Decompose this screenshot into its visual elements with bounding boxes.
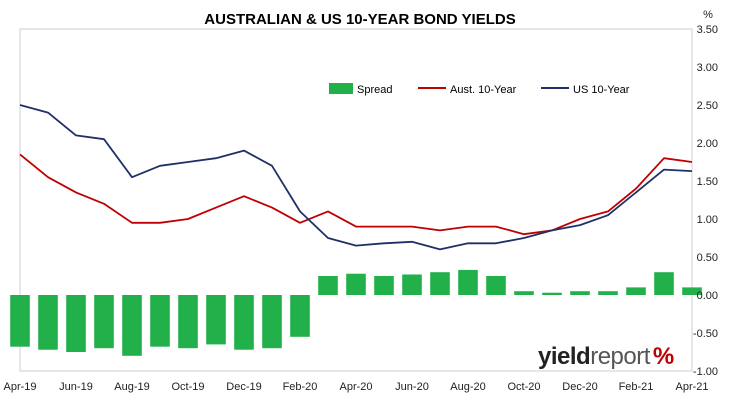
x-tick-label: Apr-21 xyxy=(675,381,708,393)
spread-bar xyxy=(66,295,86,352)
y-tick-label: 1.50 xyxy=(697,176,718,188)
spread-bars xyxy=(10,269,702,356)
spread-bar xyxy=(290,295,310,337)
line-us-10-year xyxy=(19,104,693,251)
spread-bar xyxy=(598,291,618,295)
plot-area-frame xyxy=(19,28,693,372)
y-tick-label: 2.50 xyxy=(697,100,718,112)
line-aust-10-year xyxy=(19,153,693,236)
y-axis-unit-label: % xyxy=(703,9,713,21)
spread-bar xyxy=(626,287,646,295)
y-tick-label: 1.00 xyxy=(697,214,718,226)
x-tick-label: Aug-19 xyxy=(114,381,149,393)
y-axis: 3.50 3.00 2.50 2.00 1.50 1.00 0.50 0.00 -0.50 -1.… xyxy=(693,24,718,378)
x-tick-label: Dec-20 xyxy=(562,381,597,393)
x-tick-label: Oct-20 xyxy=(507,381,540,393)
x-tick-label: Feb-20 xyxy=(283,381,318,393)
y-tick-label: -1.00 xyxy=(693,366,718,378)
chart-title: AUSTRALIAN & US 10-YEAR BOND YIELDS xyxy=(204,11,515,28)
y-tick-label: 3.50 xyxy=(697,24,718,36)
yieldreport-logo: yieldreport% xyxy=(538,343,674,370)
spread-bar xyxy=(10,295,30,347)
spread-bar xyxy=(542,292,562,295)
x-tick-label: Oct-19 xyxy=(171,381,204,393)
spread-bar xyxy=(178,295,198,349)
spread-bar xyxy=(206,295,226,345)
x-axis: Apr-19 Jun-19 Aug-19 Oct-19 Dec-19 Feb-20 Apr-… xyxy=(3,381,708,393)
x-tick-label: Jun-20 xyxy=(395,381,429,393)
y-tick-label: 0.00 xyxy=(697,290,718,302)
spread-bar xyxy=(234,295,254,350)
spread-bar xyxy=(150,295,170,347)
y-tick-label: 2.00 xyxy=(697,138,718,150)
spread-bar xyxy=(94,295,114,349)
legend-label-spread: Spread xyxy=(357,84,392,96)
spread-bar xyxy=(38,295,58,350)
spread-bar xyxy=(318,276,338,295)
x-tick-label: Jun-19 xyxy=(59,381,93,393)
legend-label-us: US 10-Year xyxy=(573,84,630,96)
y-tick-label: 0.50 xyxy=(697,252,718,264)
y-tick-label: 3.00 xyxy=(697,62,718,74)
x-tick-label: Feb-21 xyxy=(619,381,654,393)
legend-label-aust: Aust. 10-Year xyxy=(450,84,517,96)
spread-bar xyxy=(402,274,422,295)
x-tick-label: Apr-19 xyxy=(3,381,36,393)
line-series xyxy=(19,104,693,251)
spread-bar xyxy=(514,291,534,295)
x-tick-label: Aug-20 xyxy=(450,381,485,393)
spread-bar xyxy=(430,272,450,295)
spread-bar xyxy=(374,276,394,295)
spread-bar xyxy=(486,276,506,295)
x-tick-label: Apr-20 xyxy=(339,381,372,393)
spread-bar xyxy=(654,272,674,295)
legend: Spread Aust. 10-Year US 10-Year xyxy=(329,83,630,96)
legend-swatch-spread xyxy=(329,83,353,94)
spread-bar xyxy=(346,273,366,295)
x-tick-label: Dec-19 xyxy=(226,381,261,393)
spread-bar xyxy=(682,287,702,295)
spread-bar xyxy=(458,269,478,295)
spread-bar xyxy=(262,295,282,349)
spread-bar xyxy=(570,291,590,295)
spread-bar xyxy=(122,295,142,356)
y-tick-label: -0.50 xyxy=(693,328,718,340)
